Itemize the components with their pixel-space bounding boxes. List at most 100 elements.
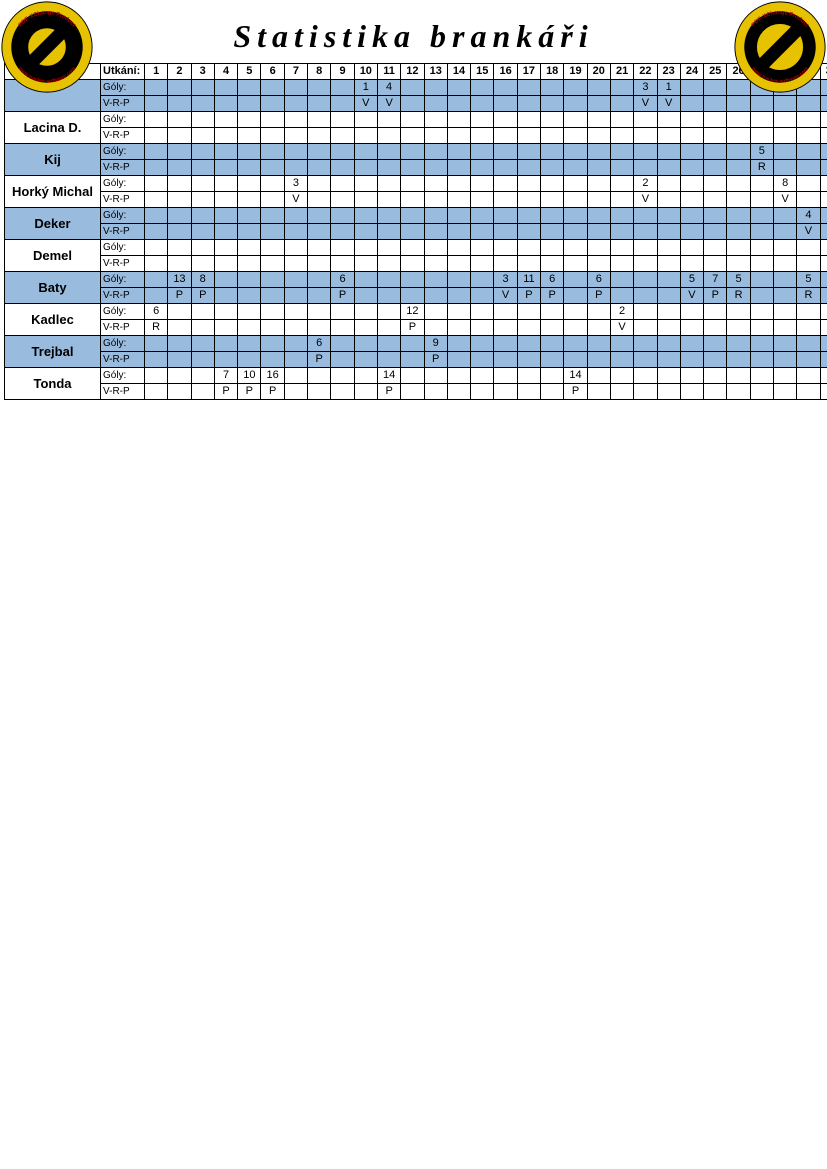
cell [727,352,750,368]
cell [284,240,307,256]
cell [424,176,447,192]
cell [774,256,797,272]
cell: R [145,320,168,336]
cell [308,128,331,144]
cell [401,224,424,240]
cell [494,304,517,320]
header-match: Utkání: [101,64,145,80]
player-name: Lacina D. [5,112,101,144]
cell [704,384,727,400]
cell [447,304,470,320]
cell: 6 [541,272,564,288]
player-name: Baty [5,272,101,304]
cell [401,80,424,96]
header-match-2: 2 [168,64,191,80]
cell [214,224,237,240]
cell [168,352,191,368]
cell [704,256,727,272]
header-match-5: 5 [238,64,261,80]
pdf-xchange-badge-left[interactable]: PDF-XChange Product www.tracker-software… [0,0,94,94]
cell [284,272,307,288]
cell [680,320,703,336]
cell [680,80,703,96]
cell [704,128,727,144]
cell [447,96,470,112]
stat-label-goly: Góly: [101,80,145,96]
cell [634,384,657,400]
cell [145,112,168,128]
cell [214,112,237,128]
cell [657,320,680,336]
cell [168,368,191,384]
cell [634,272,657,288]
cell [774,128,797,144]
cell [517,352,540,368]
cell [541,176,564,192]
table-row: V-R-PV [5,224,827,240]
cell [145,336,168,352]
header-match-20: 20 [587,64,610,80]
cell [517,112,540,128]
cell [657,240,680,256]
cell [354,368,377,384]
cell [401,160,424,176]
cell [331,256,354,272]
stat-label-vrp: V-R-P [101,320,145,336]
cell [517,224,540,240]
cell: V [657,96,680,112]
table-row: Góly:1431 [5,80,827,96]
cell [750,112,773,128]
cell [820,336,827,352]
cell [238,224,261,240]
cell [471,288,494,304]
cell [494,144,517,160]
cell [704,80,727,96]
cell [238,192,261,208]
goalkeeper-stats-table: Jméno Utkání: 12345678910111213141516171… [4,63,827,400]
cell: 14 [377,368,400,384]
cell [261,288,284,304]
cell [750,176,773,192]
cell [680,128,703,144]
cell [191,176,214,192]
cell [727,128,750,144]
cell [704,208,727,224]
cell [774,288,797,304]
cell [214,240,237,256]
cell [564,208,587,224]
cell [284,256,307,272]
header-match-13: 13 [424,64,447,80]
cell [145,192,168,208]
cell [191,208,214,224]
cell: 4 [377,80,400,96]
player-name: Horký Michal [5,176,101,208]
cell [564,160,587,176]
cell [471,128,494,144]
cell [657,352,680,368]
cell [517,320,540,336]
cell [284,112,307,128]
cell [820,224,827,240]
cell: P [238,384,261,400]
cell [820,256,827,272]
cell [377,144,400,160]
cell [657,192,680,208]
cell [447,384,470,400]
cell [261,320,284,336]
cell [261,224,284,240]
cell [354,288,377,304]
cell [284,128,307,144]
cell: 2 [634,176,657,192]
stat-label-vrp: V-R-P [101,160,145,176]
cell [354,112,377,128]
cell [471,320,494,336]
cell [634,240,657,256]
cell [377,256,400,272]
table-row: BatyGóly:13863116657551 [5,272,827,288]
cell [331,336,354,352]
pdf-xchange-badge-right[interactable]: PDF-XChange Product www.tracker-software… [733,0,827,94]
cell [284,96,307,112]
cell [401,336,424,352]
cell [541,304,564,320]
cell [191,320,214,336]
